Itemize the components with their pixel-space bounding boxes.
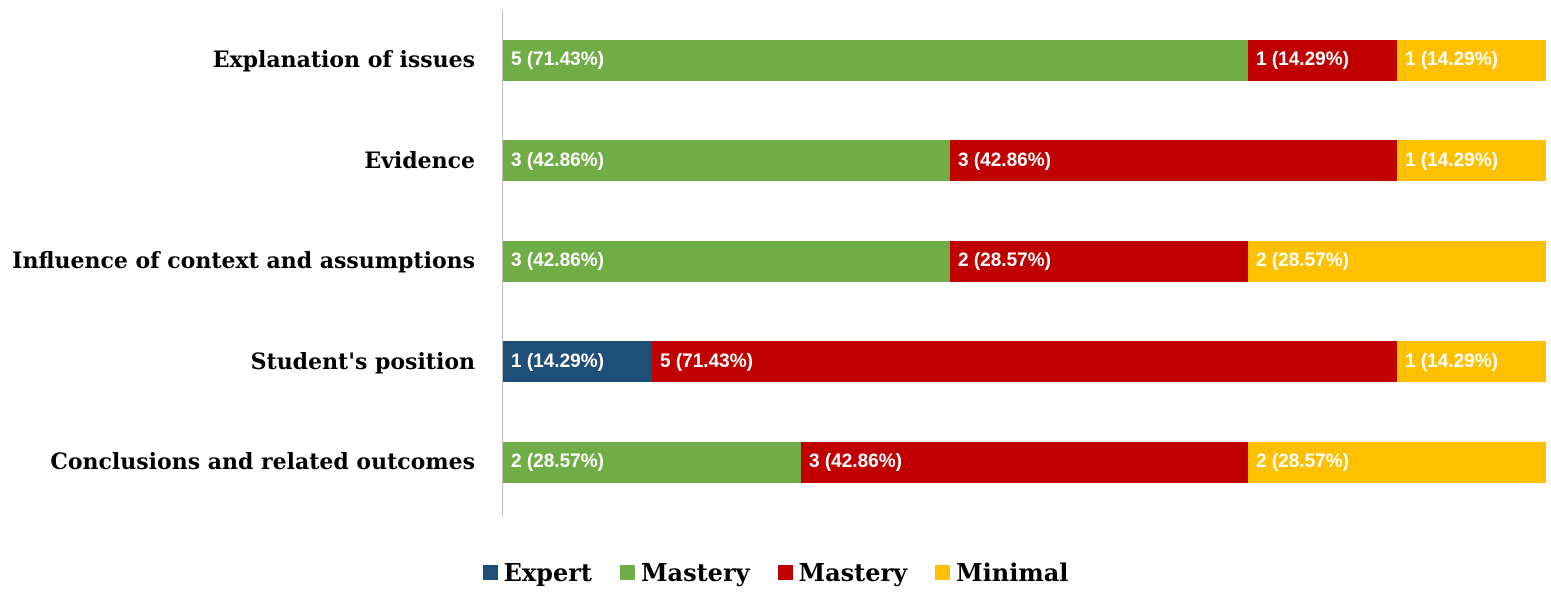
bar-segment: 1 (14.29%) bbox=[1397, 39, 1546, 81]
data-label: 3 (42.86%) bbox=[511, 149, 604, 171]
category-label: Student's position bbox=[250, 348, 475, 375]
legend-item: Mastery bbox=[777, 558, 908, 587]
data-label: 1 (14.29%) bbox=[511, 350, 604, 372]
data-label: 2 (28.57%) bbox=[958, 250, 1051, 271]
bar-segment: 2 (28.57%) bbox=[950, 240, 1248, 282]
legend-item: Expert bbox=[482, 558, 592, 587]
legend-label: Expert bbox=[503, 558, 592, 587]
data-label: 3 (42.86%) bbox=[809, 451, 902, 472]
bar-segment: 3 (42.86%) bbox=[801, 441, 1248, 483]
legend-swatch bbox=[777, 565, 793, 580]
legend: Expert Mastery Mastery Minimal bbox=[0, 558, 1551, 587]
data-label: 2 (28.57%) bbox=[1256, 451, 1349, 472]
data-label: 3 (42.86%) bbox=[958, 149, 1051, 171]
legend-item: Minimal bbox=[935, 558, 1068, 587]
bar-segment: 5 (71.43%) bbox=[503, 39, 1248, 81]
legend-label: Mastery bbox=[640, 558, 750, 587]
data-label: 2 (28.57%) bbox=[1256, 250, 1349, 271]
category-label: Influence of context and assumptions bbox=[12, 248, 475, 274]
bar-segment: 2 (28.57%) bbox=[1248, 240, 1546, 282]
bar-segment: 3 (42.86%) bbox=[503, 240, 950, 282]
bar-segment: 1 (14.29%) bbox=[1248, 39, 1397, 81]
category-label: Conclusions and related outcomes bbox=[50, 449, 475, 475]
legend-swatch bbox=[482, 565, 498, 580]
data-label: 3 (42.86%) bbox=[511, 250, 604, 271]
bar-segment: 2 (28.57%) bbox=[503, 441, 801, 483]
legend-label: Minimal bbox=[956, 558, 1069, 587]
data-label: 1 (14.29%) bbox=[1405, 350, 1498, 372]
legend-swatch bbox=[619, 565, 635, 580]
bar-segment: 1 (14.29%) bbox=[1397, 341, 1546, 382]
category-label: Explanation of issues bbox=[212, 47, 475, 73]
bar-segment: 3 (42.86%) bbox=[503, 140, 950, 181]
bar-segment: 3 (42.86%) bbox=[950, 140, 1397, 181]
bar-segment: 2 (28.57%) bbox=[1248, 441, 1546, 483]
legend-label: Mastery bbox=[798, 558, 908, 587]
legend-swatch bbox=[935, 565, 951, 580]
legend-item: Mastery bbox=[619, 558, 750, 587]
bar-segment: 5 (71.43%) bbox=[652, 341, 1397, 382]
data-label: 5 (71.43%) bbox=[511, 49, 604, 70]
category-axis bbox=[502, 10, 503, 516]
category-label: Evidence bbox=[364, 147, 475, 174]
data-label: 1 (14.29%) bbox=[1405, 49, 1498, 70]
data-label: 2 (28.57%) bbox=[511, 451, 604, 472]
data-label: 5 (71.43%) bbox=[660, 350, 753, 372]
data-label: 1 (14.29%) bbox=[1256, 49, 1349, 70]
bar-segment: 1 (14.29%) bbox=[503, 341, 652, 382]
bar-segment: 1 (14.29%) bbox=[1397, 140, 1546, 181]
data-label: 1 (14.29%) bbox=[1405, 149, 1498, 171]
